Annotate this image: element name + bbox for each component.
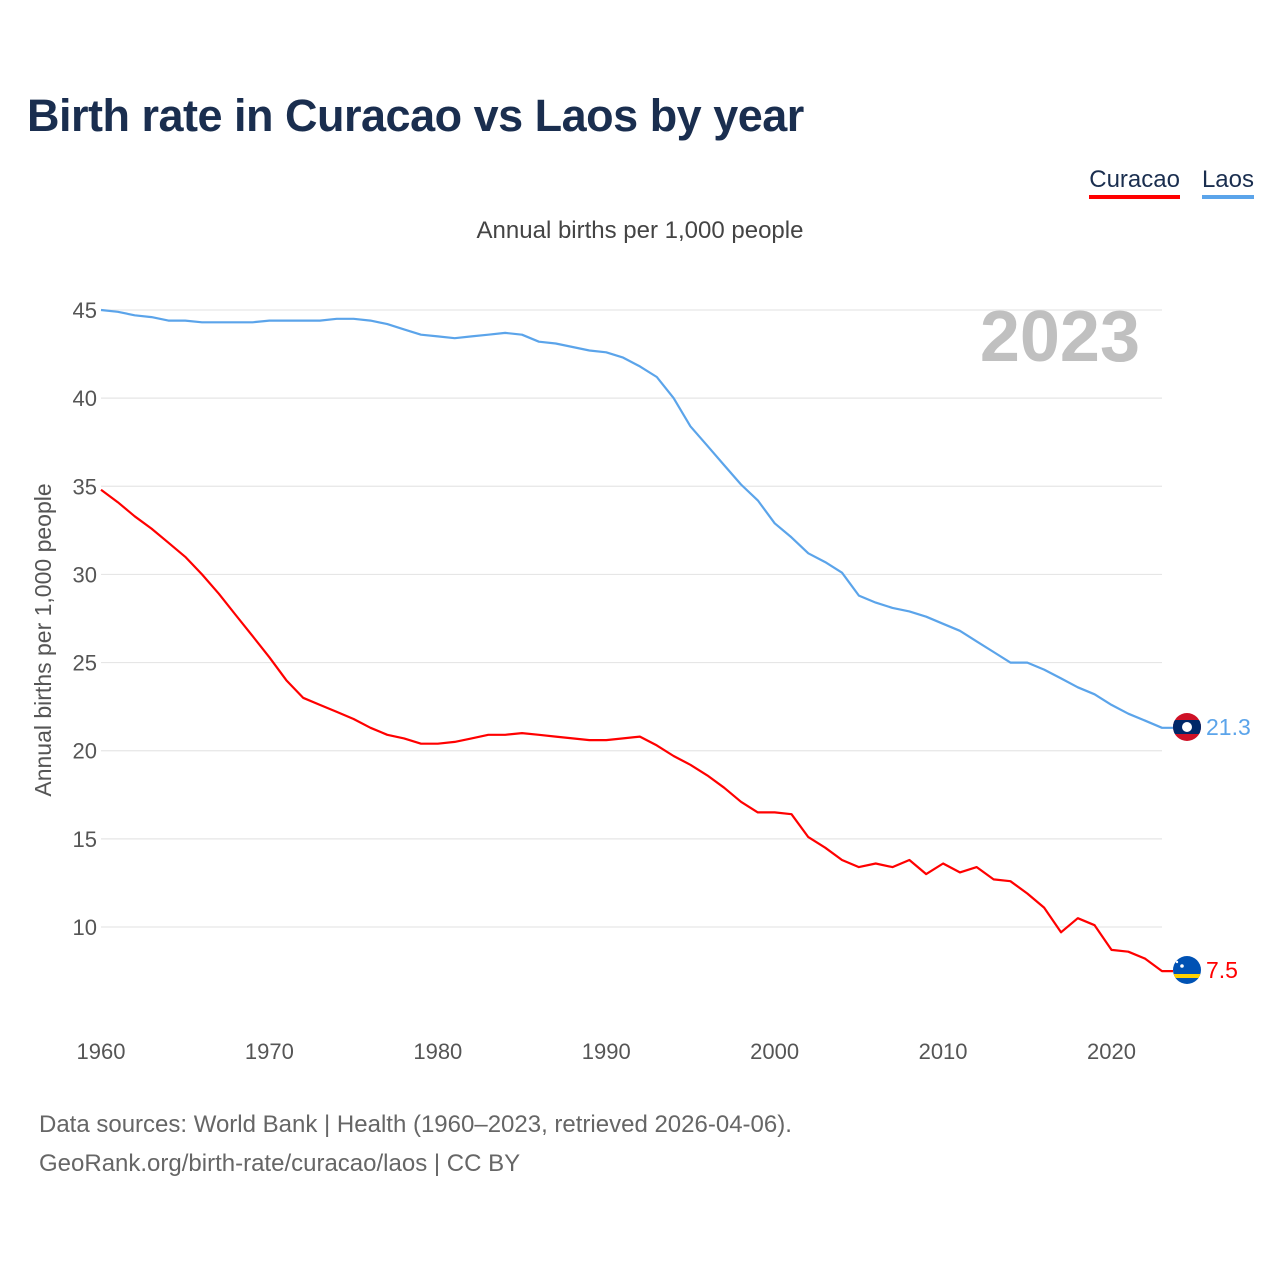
curacao-end-label: 7.5 — [1206, 957, 1238, 983]
y-tick-label: 35 — [73, 474, 97, 499]
series-line-laos — [100, 308, 1173, 729]
source-url-text: GeoRank.org/birth-rate/curacao/laos | CC… — [39, 1150, 521, 1177]
laos-flag-icon — [1173, 713, 1201, 741]
legend-item-curacao[interactable]: Curacao — [1089, 166, 1180, 199]
footer: Data sources: World Bank | Health (1960–… — [39, 1105, 792, 1183]
y-tick-label: 45 — [73, 298, 97, 323]
x-tick-label: 2010 — [919, 1039, 968, 1064]
y-tick-label: 10 — [73, 915, 97, 940]
y-tick-label: 25 — [73, 651, 97, 676]
x-axis-ticks: 1960 1970 1980 1990 2000 2010 2020 — [77, 1039, 1136, 1064]
data-source-text: Data sources: World Bank | Health (1960–… — [39, 1111, 792, 1138]
laos-end-label: 21.3 — [1206, 714, 1251, 740]
x-tick-label: 1970 — [245, 1039, 294, 1064]
y-tick-label: 20 — [73, 739, 97, 764]
x-tick-label: 1960 — [77, 1039, 126, 1064]
y-tick-label: 40 — [73, 386, 97, 411]
y-axis-label: Annual births per 1,000 people — [30, 483, 56, 796]
y-tick-label: 15 — [73, 827, 97, 852]
gridlines — [101, 309, 1162, 928]
y-axis-ticks: 10 15 20 25 30 35 40 45 — [73, 298, 97, 940]
curacao-flag-icon — [1173, 956, 1201, 984]
x-tick-label: 1980 — [413, 1039, 462, 1064]
chart-subtitle: Annual births per 1,000 people — [476, 217, 804, 244]
year-watermark: 2023 — [980, 297, 1140, 377]
series-lines — [100, 308, 1173, 973]
y-tick-label: 30 — [73, 562, 97, 587]
series-line-curacao — [100, 488, 1173, 973]
legend-item-laos[interactable]: Laos — [1201, 166, 1254, 199]
x-tick-label: 2000 — [750, 1039, 799, 1064]
legend: Curacao Laos — [1089, 166, 1254, 199]
x-tick-label: 1990 — [582, 1039, 631, 1064]
x-tick-label: 2020 — [1087, 1039, 1136, 1064]
chart-title: Birth rate in Curacao vs Laos by year — [27, 90, 804, 141]
